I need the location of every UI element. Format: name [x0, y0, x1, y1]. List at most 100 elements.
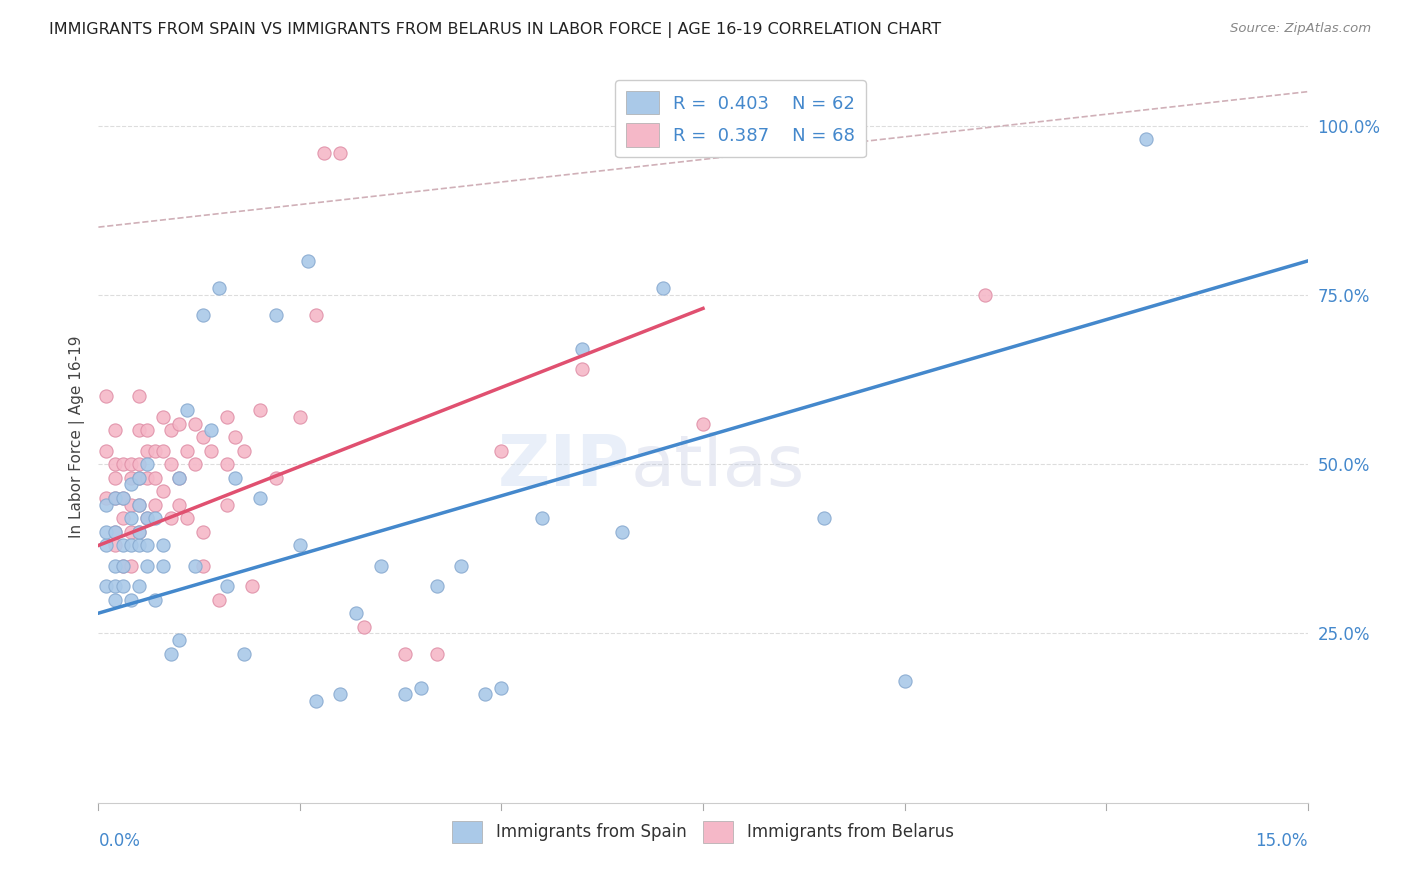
- Point: [193, 558, 215, 573]
- Point: [128, 579, 150, 593]
- Point: [128, 423, 150, 437]
- Point: [120, 538, 142, 552]
- Point: [974, 288, 997, 302]
- Point: [152, 409, 174, 424]
- Point: [264, 308, 287, 322]
- Point: [305, 694, 328, 708]
- Point: [184, 558, 207, 573]
- Point: [160, 511, 183, 525]
- Point: [217, 457, 239, 471]
- Point: [128, 524, 150, 539]
- Point: [612, 524, 634, 539]
- Point: [394, 688, 416, 702]
- Point: [200, 443, 222, 458]
- Point: [232, 647, 254, 661]
- Point: [111, 491, 134, 505]
- Point: [288, 409, 311, 424]
- Point: [96, 538, 118, 552]
- Point: [893, 673, 915, 688]
- Point: [240, 579, 263, 593]
- Point: [111, 538, 134, 552]
- Point: [426, 579, 449, 593]
- Point: [297, 254, 319, 268]
- Point: [167, 633, 190, 648]
- Point: [167, 471, 190, 485]
- Point: [217, 579, 239, 593]
- Point: [167, 471, 190, 485]
- Point: [184, 457, 207, 471]
- Text: Source: ZipAtlas.com: Source: ZipAtlas.com: [1230, 22, 1371, 36]
- Point: [217, 409, 239, 424]
- Point: [128, 389, 150, 403]
- Legend: Immigrants from Spain, Immigrants from Belarus: Immigrants from Spain, Immigrants from B…: [446, 814, 960, 849]
- Point: [135, 457, 157, 471]
- Point: [160, 423, 183, 437]
- Point: [193, 524, 215, 539]
- Point: [96, 491, 118, 505]
- Point: [103, 524, 125, 539]
- Point: [813, 511, 835, 525]
- Text: atlas: atlas: [630, 432, 804, 500]
- Point: [193, 308, 215, 322]
- Point: [152, 538, 174, 552]
- Point: [571, 362, 593, 376]
- Point: [370, 558, 392, 573]
- Point: [450, 558, 472, 573]
- Point: [111, 511, 134, 525]
- Point: [224, 471, 246, 485]
- Point: [120, 477, 142, 491]
- Point: [232, 443, 254, 458]
- Point: [135, 443, 157, 458]
- Point: [96, 498, 118, 512]
- Point: [135, 471, 157, 485]
- Point: [111, 558, 134, 573]
- Point: [128, 538, 150, 552]
- Point: [103, 538, 125, 552]
- Point: [224, 430, 246, 444]
- Point: [96, 443, 118, 458]
- Y-axis label: In Labor Force | Age 16-19: In Labor Force | Age 16-19: [69, 335, 84, 539]
- Text: IMMIGRANTS FROM SPAIN VS IMMIGRANTS FROM BELARUS IN LABOR FORCE | AGE 16-19 CORR: IMMIGRANTS FROM SPAIN VS IMMIGRANTS FROM…: [49, 22, 942, 38]
- Point: [409, 681, 432, 695]
- Point: [103, 457, 125, 471]
- Point: [128, 524, 150, 539]
- Point: [152, 443, 174, 458]
- Point: [103, 524, 125, 539]
- Point: [200, 423, 222, 437]
- Point: [111, 491, 134, 505]
- Point: [208, 592, 231, 607]
- Point: [571, 342, 593, 356]
- Point: [651, 281, 673, 295]
- Point: [193, 430, 215, 444]
- Point: [128, 498, 150, 512]
- Point: [176, 403, 198, 417]
- Point: [103, 558, 125, 573]
- Point: [111, 558, 134, 573]
- Point: [103, 423, 125, 437]
- Point: [288, 538, 311, 552]
- Point: [135, 511, 157, 525]
- Point: [217, 498, 239, 512]
- Point: [491, 443, 513, 458]
- Point: [120, 524, 142, 539]
- Point: [167, 417, 190, 431]
- Point: [103, 491, 125, 505]
- Point: [176, 443, 198, 458]
- Point: [135, 423, 157, 437]
- Point: [135, 511, 157, 525]
- Text: 15.0%: 15.0%: [1256, 832, 1308, 850]
- Point: [167, 498, 190, 512]
- Point: [128, 498, 150, 512]
- Point: [249, 491, 271, 505]
- Point: [96, 579, 118, 593]
- Point: [152, 484, 174, 499]
- Point: [208, 281, 231, 295]
- Point: [103, 592, 125, 607]
- Point: [329, 145, 352, 160]
- Point: [120, 558, 142, 573]
- Point: [329, 688, 352, 702]
- Point: [474, 688, 496, 702]
- Point: [120, 471, 142, 485]
- Point: [1135, 132, 1157, 146]
- Point: [264, 471, 287, 485]
